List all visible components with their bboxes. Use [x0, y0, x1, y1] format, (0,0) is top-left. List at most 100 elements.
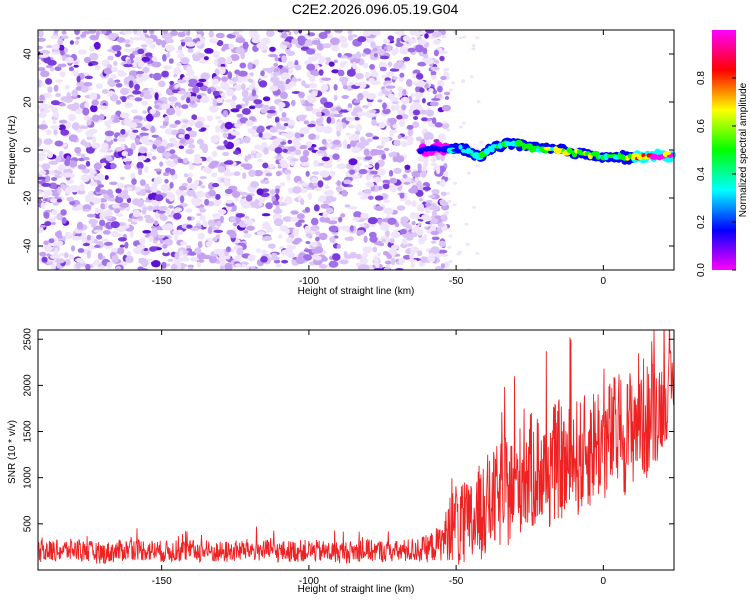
noise-blob	[115, 265, 122, 270]
noise-blob	[394, 155, 405, 163]
noise-blob	[204, 48, 214, 54]
noise-blob	[417, 250, 423, 257]
noise-blob	[231, 31, 240, 36]
noise-blob	[441, 104, 451, 112]
noise-blob	[57, 38, 64, 46]
noise-blob	[243, 136, 251, 144]
noise-blob	[357, 191, 365, 196]
noise-blob	[139, 33, 146, 41]
noise-blob	[402, 254, 412, 260]
noise-blob	[181, 104, 189, 109]
noise-blob	[310, 90, 318, 97]
noise-blob	[234, 255, 242, 263]
noise-blob	[345, 225, 350, 233]
noise-blob	[196, 212, 202, 217]
noise-blob	[101, 30, 107, 35]
noise-blob	[60, 129, 70, 136]
noise-blob	[149, 246, 157, 252]
noise-blob	[280, 132, 288, 137]
noise-blob	[389, 177, 398, 184]
noise-blob	[60, 209, 67, 216]
noise-blob	[81, 232, 87, 238]
noise-blob	[285, 237, 294, 244]
noise-blob	[149, 44, 156, 49]
noise-blob	[55, 92, 61, 98]
noise-blob	[155, 247, 162, 251]
noise-blob	[414, 82, 421, 87]
noise-blob	[199, 95, 210, 104]
noise-blob	[165, 160, 175, 166]
noise-blob	[93, 229, 103, 233]
noise-blob	[395, 103, 400, 112]
noise-blob	[231, 190, 241, 198]
noise-blob	[349, 139, 357, 148]
noise-blob	[56, 235, 63, 239]
noise-blob	[185, 208, 193, 213]
noise-blob	[188, 130, 197, 138]
noise-blob	[234, 139, 240, 147]
noise-blob	[196, 53, 205, 58]
noise-blob	[38, 152, 46, 159]
noise-blob	[318, 146, 327, 151]
noise-blob	[381, 153, 386, 160]
noise-blob	[342, 139, 348, 148]
noise-blob	[221, 76, 229, 82]
noise-blob	[364, 71, 371, 80]
noise-blob	[91, 99, 99, 107]
noise-blob	[451, 81, 455, 85]
noise-blob	[74, 146, 82, 154]
noise-blob	[272, 138, 280, 147]
noise-blob	[182, 157, 189, 163]
noise-blob	[369, 235, 378, 243]
noise-blob	[365, 132, 374, 138]
signal-blob	[468, 150, 474, 154]
noise-blob	[313, 187, 322, 192]
snr-series-layer	[38, 330, 674, 565]
noise-blob	[104, 216, 113, 220]
noise-blob	[111, 203, 122, 209]
noise-blob	[447, 245, 452, 249]
noise-blob	[275, 185, 281, 189]
noise-blob	[99, 113, 105, 121]
noise-blob	[359, 136, 366, 143]
noise-blob	[236, 247, 244, 256]
noise-blob	[384, 260, 392, 265]
noise-blob	[345, 116, 356, 122]
noise-blob	[401, 238, 408, 245]
noise-blob	[197, 241, 203, 248]
noise-blob	[451, 154, 456, 158]
noise-blob	[142, 230, 152, 234]
noise-blob	[55, 79, 64, 83]
noise-blob	[367, 217, 378, 225]
noise-blob	[249, 72, 255, 77]
noise-blob	[399, 72, 405, 78]
colorbar-gradient	[712, 30, 736, 270]
noise-blob	[458, 125, 463, 129]
noise-blob	[322, 163, 333, 169]
noise-blob	[40, 82, 45, 87]
noise-blob	[253, 169, 263, 177]
noise-blob	[365, 173, 371, 181]
noise-blob	[150, 185, 158, 193]
noise-blob	[86, 136, 94, 140]
noise-blob	[279, 196, 284, 200]
noise-blob	[50, 198, 58, 204]
noise-blob	[261, 141, 268, 150]
noise-blob	[86, 234, 92, 241]
noise-blob	[433, 165, 441, 171]
noise-blob	[150, 125, 156, 133]
noise-blob	[466, 171, 471, 175]
noise-blob	[252, 150, 256, 154]
noise-blob	[321, 77, 332, 81]
noise-blob	[462, 35, 467, 39]
noise-blob	[389, 38, 394, 42]
noise-blob	[340, 213, 346, 218]
noise-blob	[253, 58, 259, 65]
noise-blob	[367, 101, 373, 107]
noise-blob	[58, 150, 64, 157]
noise-blob	[238, 191, 248, 196]
noise-blob	[302, 149, 310, 157]
noise-blob	[399, 228, 407, 235]
noise-blob	[122, 30, 133, 35]
noise-blob	[104, 241, 113, 246]
